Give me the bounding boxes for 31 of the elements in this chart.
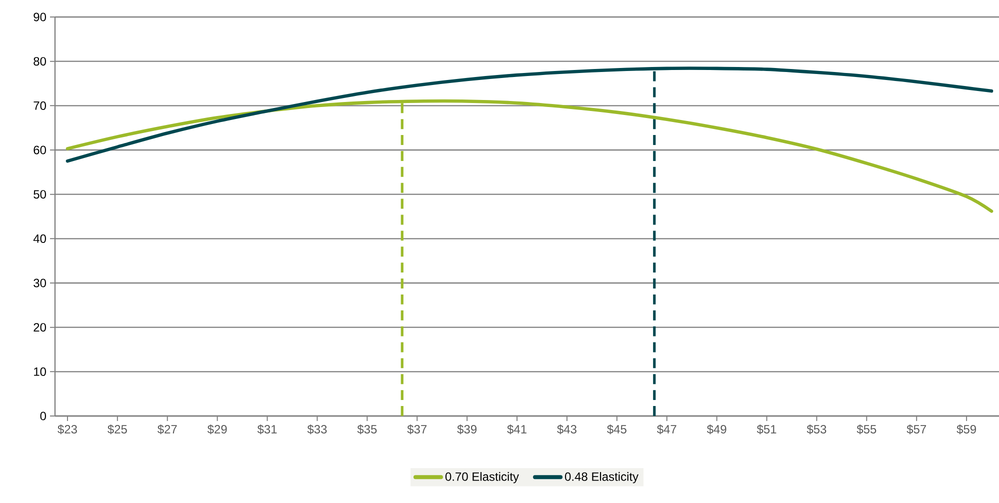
y-tick-label: 90 [34, 12, 46, 22]
x-tick-label: $23 [58, 424, 77, 434]
y-tick-label: 60 [34, 146, 46, 154]
x-tick-label: $59 [956, 424, 976, 434]
legend-label: 0.48 Elasticity [564, 472, 639, 484]
x-tick-label: $41 [507, 424, 526, 434]
x-tick-label: $45 [607, 424, 626, 434]
x-tick-label: $33 [307, 424, 327, 434]
x-tick-label: $31 [257, 424, 277, 434]
y-tick-label: 0 [40, 412, 46, 420]
x-tick-label: $53 [806, 424, 826, 434]
x-tick-label: $49 [706, 424, 726, 434]
x-tick-label: $35 [357, 424, 377, 434]
x-tick-label: $27 [157, 424, 177, 434]
y-tick-label: 70 [34, 101, 46, 110]
legend-label: 0.70 Elasticity [445, 472, 519, 484]
x-tick-label: $55 [856, 424, 876, 434]
x-tick-label: $37 [407, 424, 427, 434]
y-tick-label: 80 [34, 57, 46, 66]
x-tick-label: $51 [756, 424, 776, 434]
x-tick-label: $25 [108, 424, 127, 434]
y-tick-label: 10 [34, 367, 46, 376]
y-tick-label: 40 [33, 234, 46, 243]
x-tick-label: $29 [207, 424, 227, 434]
x-tick-label: $47 [656, 424, 676, 434]
x-tick-label: $43 [557, 424, 576, 434]
y-tick-label: 30 [34, 278, 46, 288]
x-tick-label: $39 [457, 424, 477, 434]
x-tick-label: $57 [906, 424, 926, 434]
y-tick-label: 50 [34, 190, 46, 199]
y-tick-label: 20 [34, 323, 46, 332]
